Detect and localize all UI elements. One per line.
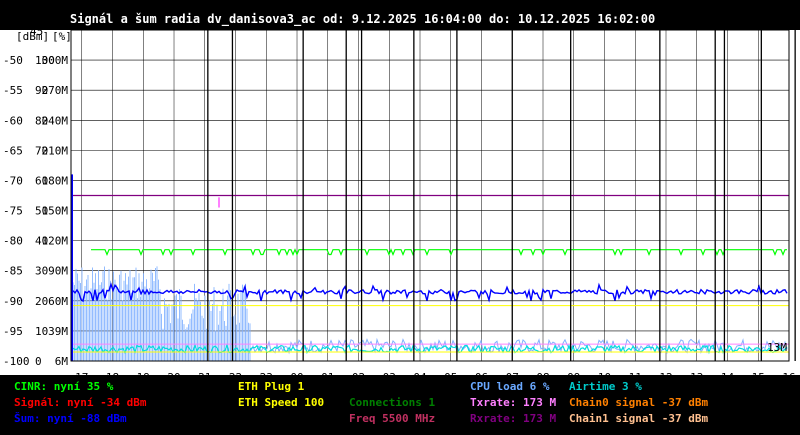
y-label-pct: 80 <box>35 114 48 127</box>
legend-col5-item: Chain1 signal -37 dBm <box>569 412 708 425</box>
legend-col3-item: TxPower -1 dBm <box>349 380 442 393</box>
y-label-rate: 39M <box>48 325 68 338</box>
x-tick-label: 11 <box>629 371 642 384</box>
y-label-pct: 50 <box>35 205 48 218</box>
legend-col2-item: ETH Speed 100 <box>238 396 324 409</box>
x-tick-label: 02 <box>352 371 365 384</box>
x-tick-label: 01 <box>321 371 334 384</box>
y-label-rate: 6M <box>55 355 69 368</box>
legend-col4-item: Txrate: 173 M <box>470 396 556 409</box>
x-tick-label: 19 <box>137 371 150 384</box>
x-tick-label: 05 <box>444 371 457 384</box>
x-tick-label: 15 <box>752 371 765 384</box>
x-tick-label: 14 <box>721 371 735 384</box>
x-tick-label: 03 <box>383 371 396 384</box>
x-tick-label: 10 <box>598 371 611 384</box>
series-airtime <box>72 343 788 355</box>
legend: CINR: nyní 35 % Signál: nyní -34 dBm Šum: … <box>14 380 708 425</box>
y-label-dbm: -75 <box>3 205 23 218</box>
legend-col1-item: CINR: nyní 35 % <box>14 380 114 393</box>
x-tick-label: 09 <box>567 371 580 384</box>
legend-col5-item: Airtime 3 % <box>569 380 642 393</box>
y-label-dbm: -95 <box>3 325 23 338</box>
y-label-rate: 270M <box>42 84 69 97</box>
y-unit-pct: [%] <box>52 30 72 43</box>
legend-col5-item: Chain0 signal -37 dBm <box>569 396 708 409</box>
legend-col4-item: CPU load 6 % <box>470 380 550 393</box>
y-label-dbm: -80 <box>3 235 23 248</box>
plot-frame <box>70 29 790 362</box>
y-label-pct: 70 <box>35 144 48 157</box>
y-label-pct: 40 <box>35 235 48 248</box>
x-tick-label: 20 <box>167 371 180 384</box>
y-label-rate: 240M <box>42 114 69 127</box>
x-tick-label: 17 <box>75 371 88 384</box>
title-band <box>0 0 800 30</box>
y-label-rate: 60M <box>48 295 68 308</box>
y-label-pct: 30 <box>35 265 48 278</box>
x-tick-label: 00 <box>290 371 303 384</box>
y-label-rate: 210M <box>42 144 69 157</box>
x-tick-label: 13 <box>690 371 703 384</box>
y-label-pct: 10 <box>35 325 48 338</box>
y-label-dbm: -90 <box>3 295 23 308</box>
x-tick-label: 18 <box>106 371 119 384</box>
series-cpu-load <box>250 337 788 355</box>
x-tick-label: 08 <box>536 371 549 384</box>
plot-area <box>70 29 796 362</box>
y-label-rate: 300M <box>42 54 69 67</box>
x-tick-label: 07 <box>506 371 519 384</box>
legend-col3-item: Connections 1 <box>349 396 435 409</box>
y-label-rate-extra: 13M <box>767 341 787 354</box>
y-label-dbm: -100 <box>3 355 30 368</box>
chart-title: Signál a šum radia dv_danisova3_ac od: 9… <box>70 12 655 27</box>
y-label-pct: 60 <box>35 174 48 187</box>
y-label-dbm: -65 <box>3 144 23 157</box>
legend-col4-item: Rxrate: 173 M <box>470 412 556 425</box>
y-label-pct: 100 <box>35 54 55 67</box>
y-label-rate: 180M <box>42 174 69 187</box>
y-label-rate: 120M <box>42 235 69 248</box>
legend-col2-item: ETH Plug 1 <box>238 380 305 393</box>
x-tick-label: 22 <box>229 371 242 384</box>
x-tick-label: 06 <box>475 371 488 384</box>
y-label-rate: 150M <box>42 205 69 218</box>
x-tick-label: 16 <box>782 371 795 384</box>
y-label-pct: 20 <box>35 295 48 308</box>
y-label-dbm: -55 <box>3 84 23 97</box>
series-cinr <box>91 248 787 257</box>
legend-col1-item: Signál: nyní -34 dBm <box>14 396 147 409</box>
y-label-dbm: -70 <box>3 174 23 187</box>
x-tick-label: 21 <box>198 371 211 384</box>
x-tick-label: 12 <box>659 371 672 384</box>
legend-col1-item: Šum: nyní -88 dBm <box>14 412 127 425</box>
y-label-dbm: 45 <box>30 25 43 38</box>
legend-col3-item: Freq 5500 MHz <box>349 412 435 425</box>
y-label-pct: 90 <box>35 84 48 97</box>
x-axis: 17 18 19 20 21 22 23 00 01 02 03 04 05 06 07 08 09 10 11 12… <box>75 371 795 394</box>
y-label-dbm: -60 <box>3 114 23 127</box>
y-label-dbm: -50 <box>3 54 23 67</box>
series-noise <box>72 282 788 303</box>
y-label-rate: 90M <box>48 265 68 278</box>
y-label-dbm: -85 <box>3 265 23 278</box>
y-unit-dbm: [dBm] <box>16 30 49 43</box>
x-unit-label: [h] <box>766 381 786 394</box>
x-tick-label: 04 <box>413 371 427 384</box>
x-tick-label: 23 <box>260 371 273 384</box>
y-label-pct: 0 <box>35 355 42 368</box>
